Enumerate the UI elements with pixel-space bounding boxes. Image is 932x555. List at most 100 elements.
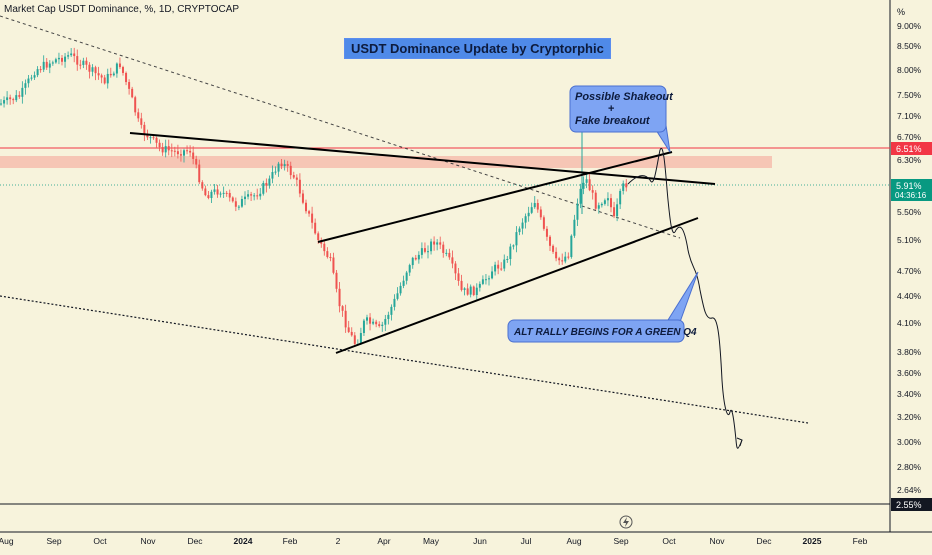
candle-body	[558, 258, 561, 261]
candle-body	[189, 150, 192, 153]
shakeout-text-2: +	[608, 103, 614, 115]
candle-body	[436, 242, 439, 245]
candle-body	[36, 69, 39, 76]
candle-body	[219, 193, 222, 195]
candle-body	[161, 147, 164, 153]
shakeout-callout[interactable]: Possible Shakeout + Fake breakout	[569, 85, 674, 153]
candle-body	[42, 61, 45, 70]
candle-body	[539, 209, 542, 218]
unit-label[interactable]: %	[897, 7, 906, 17]
last-price-tag-text: 5.91%	[896, 181, 922, 191]
candle-body	[173, 150, 176, 152]
candle-body	[311, 213, 314, 223]
time-tick-label: Aug	[566, 536, 581, 546]
price-tick-label: 4.70%	[897, 266, 922, 276]
candle-body	[326, 251, 329, 258]
candle-body	[27, 78, 30, 84]
shakeout-text-1: Possible Shakeout	[575, 91, 674, 103]
candle-body	[79, 64, 82, 66]
time-tick-label: Dec	[187, 536, 203, 546]
rally-callout-box	[507, 319, 685, 343]
candle-body	[451, 257, 454, 264]
candle-body	[372, 321, 375, 324]
candle-body	[134, 97, 137, 113]
lightning-icon-ring	[619, 515, 633, 529]
candle-body	[445, 252, 448, 254]
candle-body	[76, 56, 79, 65]
candle-body	[179, 154, 182, 156]
time-axis[interactable]: Aug Sep Oct Nov Dec 2024 Feb 2 Apr May Jun Jul Aug Se…	[0, 536, 868, 546]
price-tick-label: 3.40%	[897, 389, 922, 399]
candle-body	[256, 195, 259, 197]
price-tick-label: 7.10%	[897, 111, 922, 121]
candle-body	[137, 112, 140, 119]
candle-body	[454, 263, 457, 274]
last-price-tag-bg	[891, 179, 932, 201]
candle-body	[244, 196, 246, 200]
candle-body	[265, 182, 268, 186]
candle-body	[24, 83, 27, 88]
target-tag-text: 2.55%	[896, 500, 922, 510]
candle-body	[353, 335, 356, 344]
lightning-icon-bolt	[623, 517, 629, 527]
candle-body	[347, 327, 350, 332]
candle-body	[359, 333, 362, 344]
price-tick-label: 3.80%	[897, 347, 922, 357]
price-tick-label: 3.60%	[897, 368, 922, 378]
candle-body	[186, 150, 189, 152]
price-tick-label: 3.20%	[897, 412, 922, 422]
lower-dotted-line	[0, 295, 809, 424]
candle-body	[466, 288, 469, 295]
candle-body	[448, 252, 451, 258]
candle-body	[469, 286, 472, 295]
upper-wedge-line	[129, 132, 716, 185]
price-tick-label: 6.70%	[897, 132, 922, 142]
candle-body	[140, 118, 143, 125]
candle-body	[12, 99, 15, 101]
resistance-tag-text: 6.51%	[896, 144, 922, 154]
candle-body	[588, 179, 591, 191]
candle-body	[405, 272, 408, 281]
candle-body	[463, 288, 466, 290]
candle-body	[344, 310, 347, 328]
candle-body	[521, 222, 524, 229]
time-tick-label: Feb	[853, 536, 868, 546]
candle-body	[48, 63, 51, 68]
candle-body	[600, 203, 603, 206]
candle-body	[366, 317, 368, 321]
time-tick-label: Apr	[377, 536, 390, 546]
price-axis[interactable]: 9.00%8.50%8.00%7.50%7.10%6.70%6.30%5.90%…	[897, 21, 922, 508]
candle-body	[378, 324, 381, 326]
price-tick-label: 4.10%	[897, 318, 922, 328]
candle-body	[472, 286, 475, 296]
lightning-icon[interactable]	[619, 515, 633, 529]
candle-body	[509, 246, 512, 259]
candle-body	[158, 142, 161, 148]
shakeout-callout-box	[569, 85, 667, 133]
candle-body	[329, 257, 332, 259]
time-tick-label: Nov	[709, 536, 725, 546]
projection-arrow-head	[736, 437, 743, 447]
candle-body	[152, 137, 155, 139]
candle-body	[542, 217, 545, 229]
rally-callout[interactable]: ALT RALLY BEGINS FOR A GREEN Q4	[507, 271, 699, 343]
candle-body	[396, 293, 399, 299]
candle-body	[497, 264, 500, 269]
price-tick-label: 8.00%	[897, 65, 922, 75]
candle-body	[106, 73, 109, 84]
candle-body	[500, 268, 503, 270]
candle-body	[201, 182, 204, 189]
candle-body	[125, 72, 128, 83]
candle-body	[298, 179, 301, 194]
candle-body	[64, 56, 67, 62]
candle-body	[381, 324, 384, 326]
candle-body	[332, 257, 335, 273]
candle-body	[387, 314, 390, 320]
target-tag-bg	[891, 498, 932, 511]
candle-body	[305, 202, 307, 212]
candle-body	[549, 236, 551, 246]
candle-body	[39, 69, 42, 71]
candle-body	[268, 178, 271, 186]
